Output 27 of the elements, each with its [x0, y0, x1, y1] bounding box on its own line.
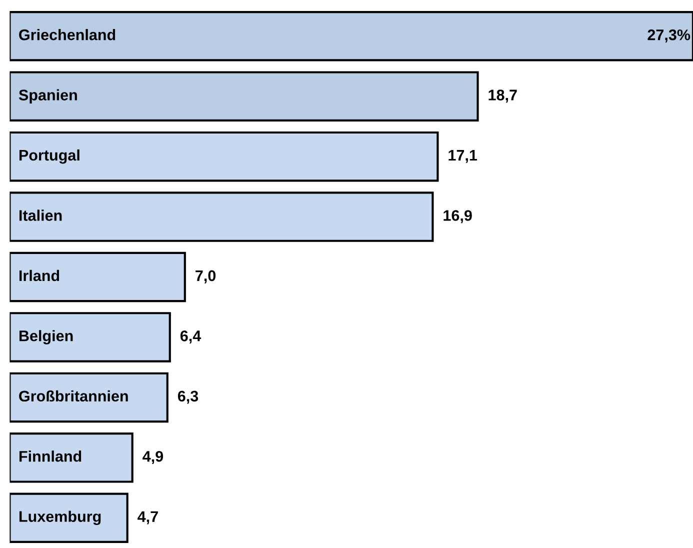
data-label: 17,1 [448, 150, 478, 163]
y-tick-label: Griechenland [19, 29, 116, 40]
bar [10, 131, 439, 182]
data-label: 7,0 [196, 270, 216, 284]
data-label: 6,3 [178, 390, 198, 404]
y-tick-label: Italien [19, 210, 62, 221]
bar [10, 372, 168, 423]
data-label: 4,9 [142, 450, 164, 464]
data-label: 4,7 [138, 511, 158, 524]
bar [10, 492, 128, 544]
data-label: 27,3% [648, 29, 690, 42]
y-tick-label: Portugal [19, 149, 80, 164]
bar [10, 71, 479, 122]
y-tick-label: Irland [19, 270, 60, 282]
data-label: 18,7 [488, 90, 517, 103]
bar [10, 192, 434, 242]
y-tick-label: Luxemburg [19, 510, 101, 526]
y-tick-label: Großbritannien [19, 390, 128, 402]
y-tick-label: Spanien [18, 89, 77, 104]
bar [10, 252, 186, 302]
bar [10, 432, 134, 483]
bar [10, 11, 693, 62]
y-tick-label: Belgien [19, 330, 73, 344]
bar [10, 312, 171, 362]
data-label: 6,4 [180, 330, 202, 344]
y-tick-label: Finnland [19, 450, 82, 462]
data-label: 16,9 [444, 210, 472, 224]
